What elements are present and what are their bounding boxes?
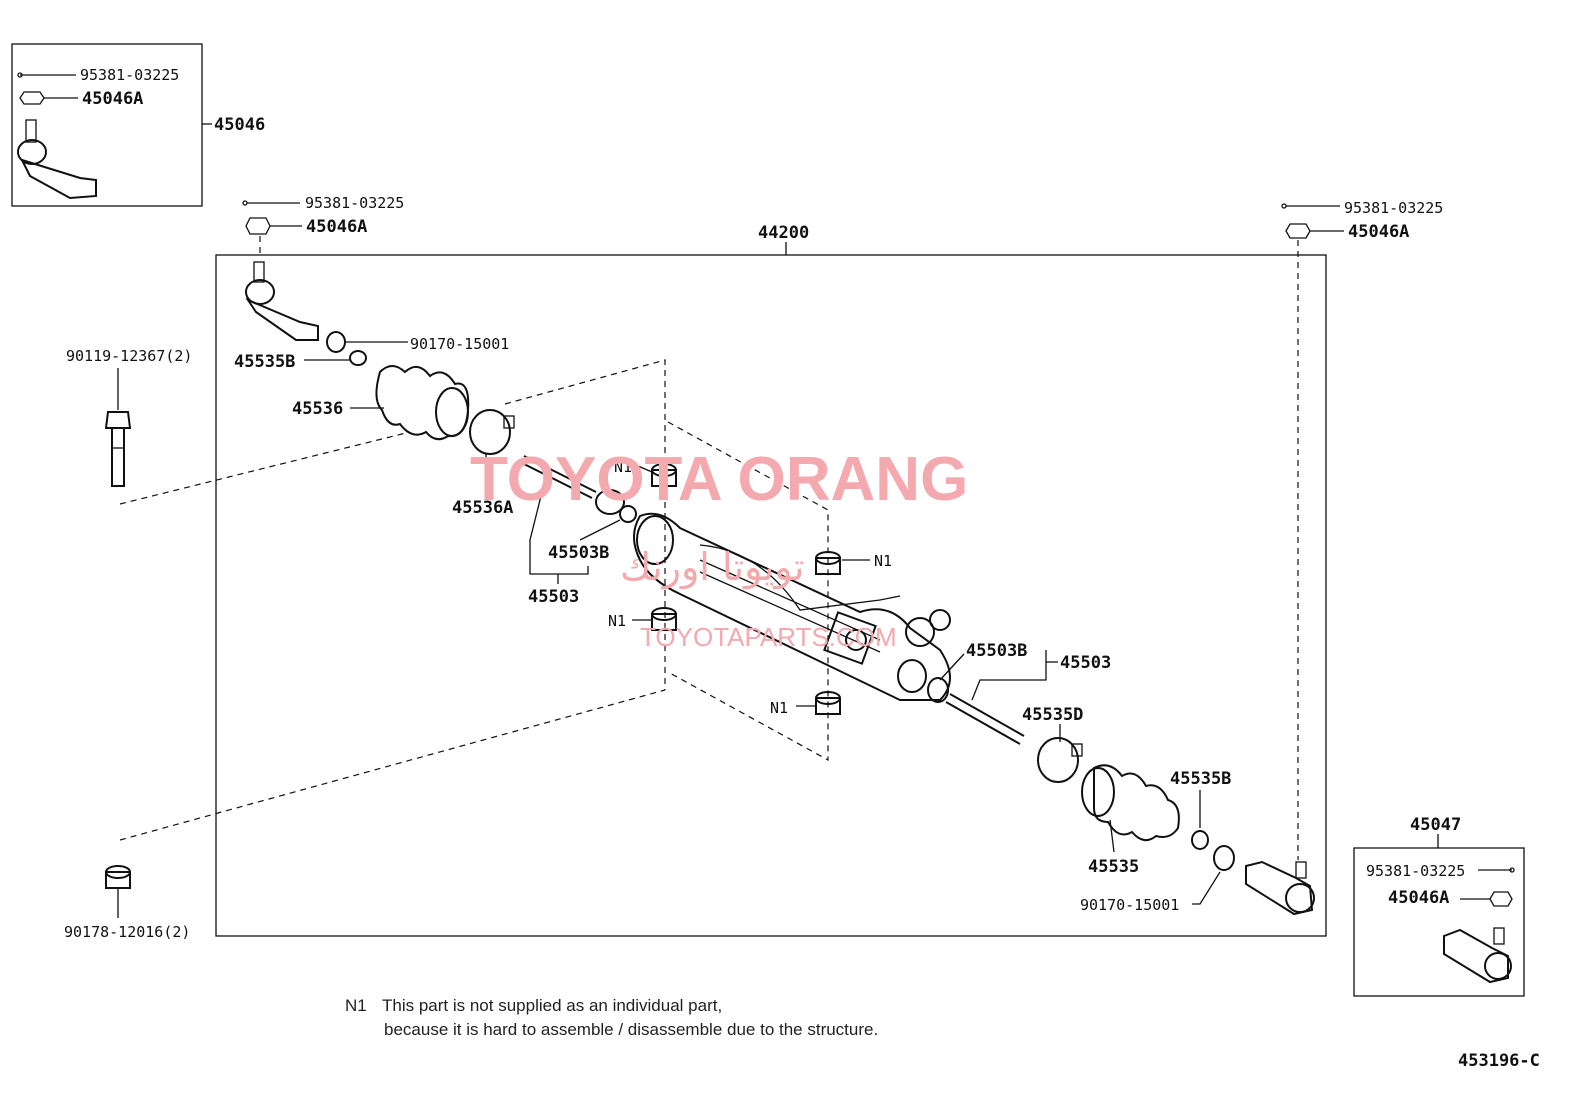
right-tie-rod-nut-label[interactable]: 45503B (966, 641, 1027, 661)
band-icon (469, 409, 515, 494)
right-boot-label[interactable]: 45535 (1088, 857, 1139, 877)
clip-icon (349, 350, 367, 366)
n1-nut-icon (637, 463, 677, 487)
right-tie-rod-label[interactable]: 45503 (1060, 653, 1111, 673)
castle-nut-icon (1460, 891, 1513, 907)
grommet-label[interactable]: 90178-12016(2) (64, 923, 190, 941)
left-nut-label[interactable]: 45046A (306, 217, 367, 237)
left-band-label[interactable]: 45536A (452, 498, 513, 518)
kit-45047-title[interactable]: 45047 (1410, 815, 1461, 835)
clamp-ring-icon (326, 331, 408, 353)
n1-nut-icon (632, 607, 677, 631)
note-marker: N1 (345, 996, 367, 1015)
tie-rod-end-icon (1443, 927, 1512, 984)
n1-label-b[interactable]: N1 (874, 552, 892, 570)
right-clip-label[interactable]: 45535B (1170, 769, 1231, 789)
left-tie-rod-label[interactable]: 45503 (528, 587, 579, 607)
left-clip-label[interactable]: 45535B (234, 352, 295, 372)
n1-label-c[interactable]: N1 (608, 612, 626, 630)
left-boot-icon (375, 365, 470, 441)
note-line-2: because it is hard to assemble / disasse… (384, 1020, 878, 1039)
cotter-pin-icon (17, 72, 76, 78)
clip-icon (1191, 830, 1209, 850)
kit-45047-frame (1353, 847, 1525, 997)
left-clamp-ring-label[interactable]: 90170-15001 (410, 335, 509, 353)
left-tie-rod-icon (519, 455, 637, 523)
right-band-label[interactable]: 45535D (1022, 705, 1083, 725)
castle-nut-icon (1285, 223, 1344, 860)
clamp-ring-icon (1213, 845, 1235, 871)
assembly-label[interactable]: 44200 (758, 223, 809, 243)
grommet-icon (105, 865, 131, 918)
cotter-pin-icon (1478, 867, 1515, 873)
right-clamp-ring-label[interactable]: 90170-15001 (1080, 896, 1179, 914)
watermark-main: TOYOTA ORANG (470, 445, 968, 514)
left-tie-rod-end-icon (245, 261, 319, 341)
n1-label-a[interactable]: N1 (614, 458, 632, 476)
note-line-1: This part is not supplied as an individu… (382, 996, 722, 1015)
bolt-label[interactable]: 90119-12367(2) (66, 347, 192, 365)
castle-nut-icon (19, 91, 78, 105)
left-boot-label[interactable]: 45536 (292, 399, 343, 419)
kit-45047-pin-label[interactable]: 95381-03225 (1366, 862, 1465, 880)
kit-45047-nut-label[interactable]: 45046A (1388, 888, 1449, 908)
band-icon (1037, 737, 1083, 783)
castle-nut-icon (245, 217, 302, 256)
rack-housing-icon (633, 512, 951, 703)
left-tie-rod-nut-label[interactable]: 45503B (548, 543, 609, 563)
cotter-pin-icon (242, 200, 300, 206)
tie-rod-end-icon (17, 119, 97, 200)
right-tie-rod-end-icon (1245, 860, 1315, 916)
n1-label-d[interactable]: N1 (770, 699, 788, 717)
kit-45046-pin-label[interactable]: 95381-03225 (80, 66, 179, 84)
right-boot-icon (1081, 764, 1180, 842)
right-tie-rod-icon (945, 693, 1025, 745)
n1-nut-icon (796, 691, 841, 715)
watermark-arabic: تويوتا اورنك (620, 545, 805, 590)
watermark-site: TOYOTAPARTS.COM (640, 622, 897, 652)
assembly-44200-frame (215, 254, 1327, 937)
right-nut-label[interactable]: 45046A (1348, 222, 1409, 242)
kit-45046-title[interactable]: 45046 (214, 115, 265, 135)
bolt-icon (104, 411, 132, 487)
right-pin-label[interactable]: 95381-03225 (1344, 199, 1443, 217)
n1-nut-icon (815, 551, 870, 575)
kit-45046-nut-label[interactable]: 45046A (82, 89, 143, 109)
left-pin-label[interactable]: 95381-03225 (305, 194, 404, 212)
cotter-pin-icon (1281, 203, 1340, 209)
diagram-id: 453196-C (1458, 1051, 1540, 1071)
kit-45046-frame (11, 43, 203, 207)
